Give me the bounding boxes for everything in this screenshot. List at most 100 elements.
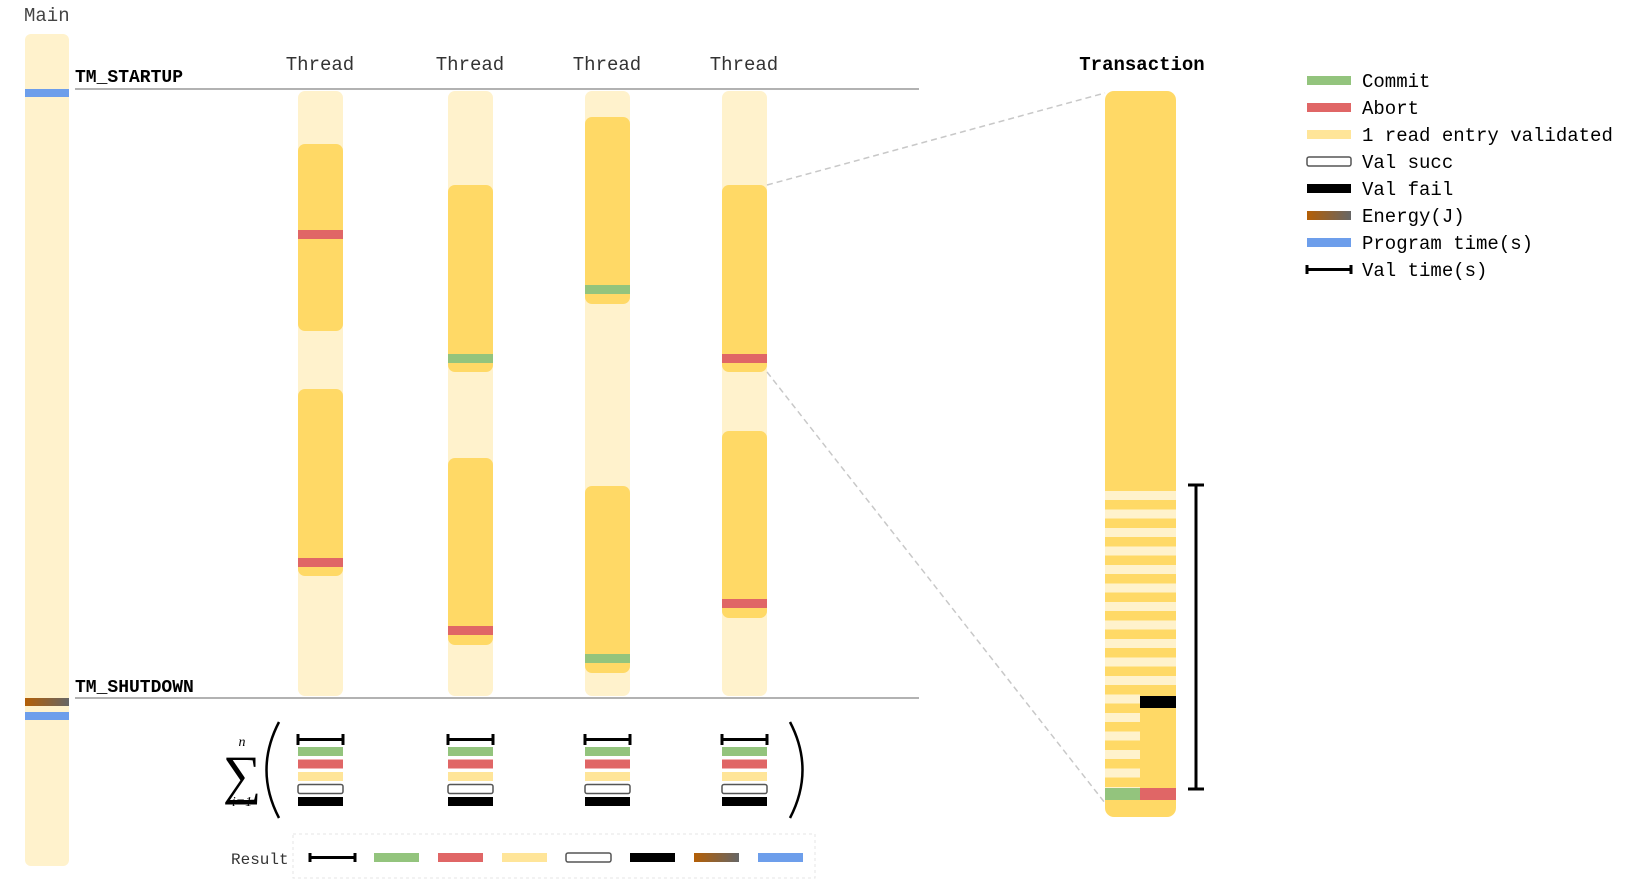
thread-3-tx-1 <box>585 117 630 304</box>
main-program-time-end <box>25 712 69 720</box>
read-swatch <box>722 772 767 781</box>
validated-entry <box>1105 509 1176 519</box>
main-program-time-start <box>25 89 69 97</box>
abort-swatch <box>438 853 483 862</box>
legend-label-valsucc: Val succ <box>1362 152 1453 174</box>
thread-2-tx-2 <box>448 458 493 645</box>
transaction-bar <box>1105 91 1176 817</box>
thread-label-1: Thread <box>286 54 354 76</box>
sum-upper: n <box>239 735 246 750</box>
legend-label-commit: Commit <box>1362 71 1430 93</box>
thread-3-tx-2-commit <box>585 654 630 663</box>
thread-1 <box>298 91 343 696</box>
legend-label-energy: Energy(J) <box>1362 206 1465 228</box>
valsucc-swatch <box>721 783 768 795</box>
thread-2-tx-2-abort <box>448 626 493 635</box>
tm-startup-label: TM_STARTUP <box>75 68 183 88</box>
zoom-line-top <box>766 92 1106 186</box>
abort-swatch <box>722 759 767 769</box>
transaction-zoom <box>1105 91 1176 817</box>
validated-entry <box>1105 565 1176 574</box>
read-swatch <box>448 772 493 781</box>
transaction-title: Transaction <box>1079 54 1204 76</box>
commit-swatch <box>298 747 343 756</box>
right-paren <box>788 721 804 819</box>
validated-entry <box>1105 657 1176 667</box>
valfail-swatch <box>298 797 343 806</box>
commit-swatch <box>374 853 419 862</box>
validated-entry <box>1105 602 1176 611</box>
thread-label-4: Thread <box>710 54 778 76</box>
valsucc-swatch <box>584 783 631 795</box>
validated-entry <box>1105 676 1176 685</box>
valfail-swatch <box>448 797 493 806</box>
read-swatch <box>1307 130 1351 139</box>
transaction-abort <box>1140 788 1176 800</box>
valsucc-swatch <box>447 783 494 795</box>
left-paren <box>265 721 281 819</box>
sum-lower: i=1 <box>232 795 252 810</box>
sum-symbol: ∑ <box>223 745 262 805</box>
thread-4 <box>722 91 767 696</box>
read-swatch <box>585 772 630 781</box>
program-swatch <box>1307 238 1351 247</box>
valfail-swatch <box>722 797 767 806</box>
thread-3-tx-1-commit <box>585 285 630 294</box>
transaction-commit <box>1105 788 1140 800</box>
abort-swatch <box>585 759 630 769</box>
energy-swatch <box>1307 211 1351 220</box>
tm-shutdown-label: TM_SHUTDOWN <box>75 678 194 698</box>
main-energy-marker <box>25 698 69 706</box>
read-swatch <box>502 853 547 862</box>
transaction-validated-entries <box>1105 491 1176 796</box>
energy-swatch <box>694 853 739 862</box>
validated-entry <box>1105 491 1176 500</box>
validated-entry <box>1105 750 1140 759</box>
thread-4-tx-1 <box>722 185 767 372</box>
legend-label-valfail: Val fail <box>1362 179 1453 201</box>
valfail-swatch <box>585 797 630 806</box>
abort-swatch <box>298 759 343 769</box>
commit-swatch <box>1307 76 1351 85</box>
valsucc-swatch <box>297 783 344 795</box>
validated-entry <box>1105 713 1140 722</box>
legend-label-read: 1 read entry validated <box>1362 125 1613 147</box>
commit-swatch <box>585 747 630 756</box>
thread-2-tx-1-commit <box>448 354 493 363</box>
thread-label-3: Thread <box>573 54 641 76</box>
read-swatch <box>298 772 343 781</box>
thread-4-tx-2 <box>722 431 767 618</box>
main-label: Main <box>24 5 70 27</box>
legend: Commit Abort 1 read entry validated Val suc… <box>1305 71 1613 282</box>
valsucc-swatch <box>565 852 612 863</box>
thread-1-tx-2-abort <box>298 558 343 567</box>
legend-label-valtime: Val time(s) <box>1362 260 1487 282</box>
commit-swatch <box>448 747 493 756</box>
validated-entry <box>1105 583 1176 593</box>
transaction-val-fail <box>1140 696 1176 708</box>
result-box <box>292 833 816 879</box>
legend-label-abort: Abort <box>1362 98 1419 120</box>
legend-label-program: Program time(s) <box>1362 233 1533 255</box>
validated-entry <box>1105 694 1140 704</box>
valfail-swatch <box>630 853 675 862</box>
validated-entry <box>1105 731 1140 741</box>
valfail-swatch <box>1307 184 1351 193</box>
validated-entry <box>1105 546 1176 556</box>
val-time-bracket <box>1188 483 1204 791</box>
valsucc-swatch <box>1306 156 1352 167</box>
result-swatches <box>308 852 803 863</box>
thread-3 <box>585 91 630 696</box>
abort-swatch <box>1307 103 1351 112</box>
validated-entry <box>1105 620 1176 630</box>
validated-entry <box>1105 528 1176 537</box>
thread-1-tx-1-abort <box>298 230 343 239</box>
validated-entry <box>1105 768 1140 778</box>
thread-3-tx-2 <box>585 486 630 673</box>
result-label: Result <box>231 851 289 869</box>
thread-2 <box>448 91 493 696</box>
thread-2-tx-1 <box>448 185 493 372</box>
zoom-line-bottom <box>766 371 1106 804</box>
thread-1-tx-2 <box>298 389 343 576</box>
